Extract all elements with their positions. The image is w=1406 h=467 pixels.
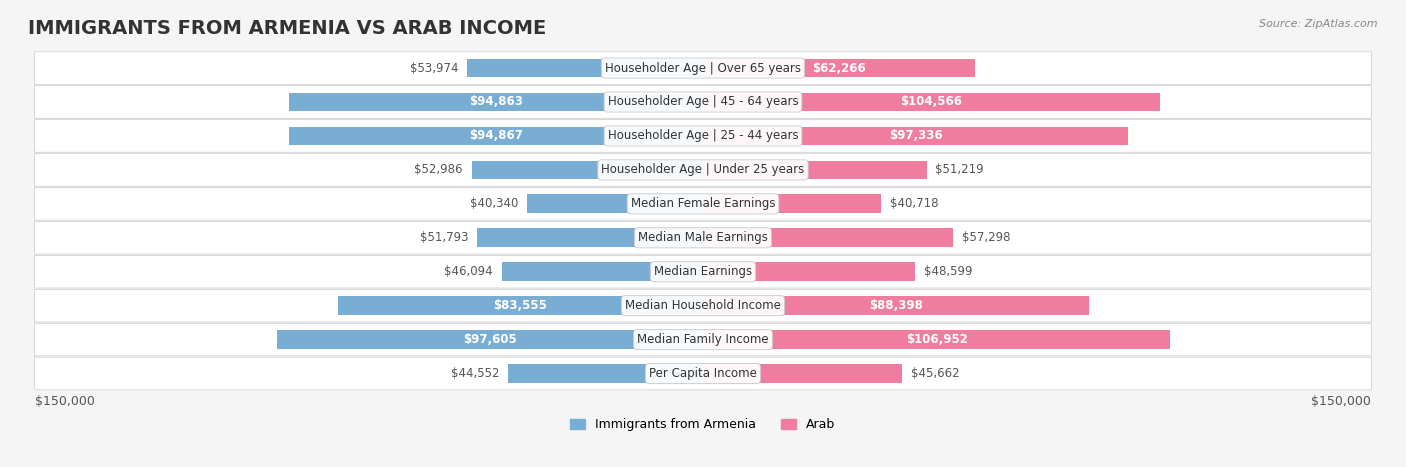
Text: $83,555: $83,555 <box>494 299 547 312</box>
FancyBboxPatch shape <box>35 221 1371 254</box>
FancyBboxPatch shape <box>35 52 1371 85</box>
Text: Median Household Income: Median Household Income <box>626 299 780 312</box>
Text: $51,219: $51,219 <box>935 163 984 177</box>
FancyBboxPatch shape <box>35 357 1371 390</box>
FancyBboxPatch shape <box>35 188 1371 220</box>
Text: $53,974: $53,974 <box>411 62 458 75</box>
Text: Householder Age | Under 25 years: Householder Age | Under 25 years <box>602 163 804 177</box>
Text: Source: ZipAtlas.com: Source: ZipAtlas.com <box>1260 19 1378 28</box>
Text: Median Family Income: Median Family Income <box>637 333 769 346</box>
Bar <box>703 161 927 179</box>
Bar <box>502 262 703 281</box>
Text: Median Earnings: Median Earnings <box>654 265 752 278</box>
Text: $97,336: $97,336 <box>889 129 942 142</box>
Text: Per Capita Income: Per Capita Income <box>650 367 756 380</box>
Text: Median Female Earnings: Median Female Earnings <box>631 198 775 210</box>
Bar <box>471 161 703 179</box>
Text: IMMIGRANTS FROM ARMENIA VS ARAB INCOME: IMMIGRANTS FROM ARMENIA VS ARAB INCOME <box>28 19 547 38</box>
Bar <box>337 297 703 315</box>
Bar <box>509 364 703 383</box>
FancyBboxPatch shape <box>35 120 1371 152</box>
Text: $51,793: $51,793 <box>419 231 468 244</box>
FancyBboxPatch shape <box>35 86 1371 118</box>
Bar <box>703 262 915 281</box>
Bar <box>277 330 703 349</box>
Bar <box>467 59 703 78</box>
Text: Householder Age | Over 65 years: Householder Age | Over 65 years <box>605 62 801 75</box>
Text: $40,718: $40,718 <box>890 198 938 210</box>
Text: Householder Age | 45 - 64 years: Householder Age | 45 - 64 years <box>607 95 799 108</box>
Text: $40,340: $40,340 <box>470 198 517 210</box>
Text: $94,863: $94,863 <box>468 95 523 108</box>
Text: $88,398: $88,398 <box>869 299 922 312</box>
Text: Median Male Earnings: Median Male Earnings <box>638 231 768 244</box>
Text: $97,605: $97,605 <box>463 333 516 346</box>
Text: $52,986: $52,986 <box>415 163 463 177</box>
Bar <box>288 92 703 111</box>
Text: $104,566: $104,566 <box>900 95 962 108</box>
Bar <box>703 297 1090 315</box>
Text: $94,867: $94,867 <box>468 129 523 142</box>
Legend: Immigrants from Armenia, Arab: Immigrants from Armenia, Arab <box>565 413 841 436</box>
Text: $62,266: $62,266 <box>813 62 866 75</box>
FancyBboxPatch shape <box>35 154 1371 186</box>
Bar <box>703 194 882 213</box>
Text: Householder Age | 25 - 44 years: Householder Age | 25 - 44 years <box>607 129 799 142</box>
Text: $150,000: $150,000 <box>1312 395 1371 408</box>
Bar <box>477 228 703 247</box>
Bar <box>527 194 703 213</box>
Text: $44,552: $44,552 <box>451 367 499 380</box>
Text: $106,952: $106,952 <box>905 333 967 346</box>
Bar <box>703 330 1170 349</box>
Bar <box>703 92 1160 111</box>
Bar <box>703 59 974 78</box>
Text: $48,599: $48,599 <box>924 265 973 278</box>
Text: $150,000: $150,000 <box>35 395 94 408</box>
Bar <box>288 127 703 145</box>
Bar <box>703 228 953 247</box>
Text: $46,094: $46,094 <box>444 265 494 278</box>
Bar <box>703 364 903 383</box>
FancyBboxPatch shape <box>35 290 1371 322</box>
Text: $57,298: $57,298 <box>962 231 1011 244</box>
Text: $45,662: $45,662 <box>911 367 960 380</box>
FancyBboxPatch shape <box>35 255 1371 288</box>
Bar <box>703 127 1128 145</box>
FancyBboxPatch shape <box>35 323 1371 356</box>
